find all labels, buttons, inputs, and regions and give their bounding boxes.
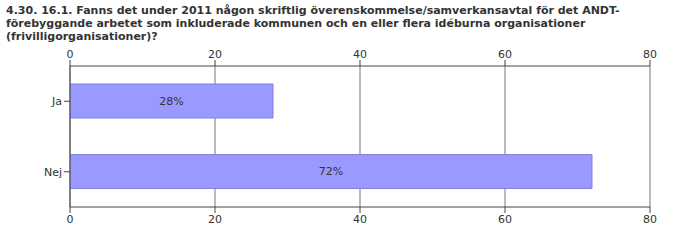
svg-text:Nej: Nej <box>44 166 62 179</box>
svg-text:40: 40 <box>353 48 367 61</box>
svg-text:40: 40 <box>353 213 367 226</box>
svg-text:60: 60 <box>498 213 512 226</box>
svg-text:Ja: Ja <box>51 95 62 108</box>
svg-text:20: 20 <box>208 213 222 226</box>
svg-text:0: 0 <box>67 48 74 61</box>
svg-text:0: 0 <box>67 213 74 226</box>
html-text:4.30. 16.1. Fanns det under 20: 4.30. 16.1. Fanns det under 2011 någon s… <box>6 4 620 43</box>
svg-text:60: 60 <box>498 48 512 61</box>
svg-text:80: 80 <box>643 213 657 226</box>
svg-text:80: 80 <box>643 48 657 61</box>
svg-text:72%: 72% <box>319 165 343 178</box>
svg-text:28%: 28% <box>159 95 183 108</box>
svg-text:20: 20 <box>208 48 222 61</box>
